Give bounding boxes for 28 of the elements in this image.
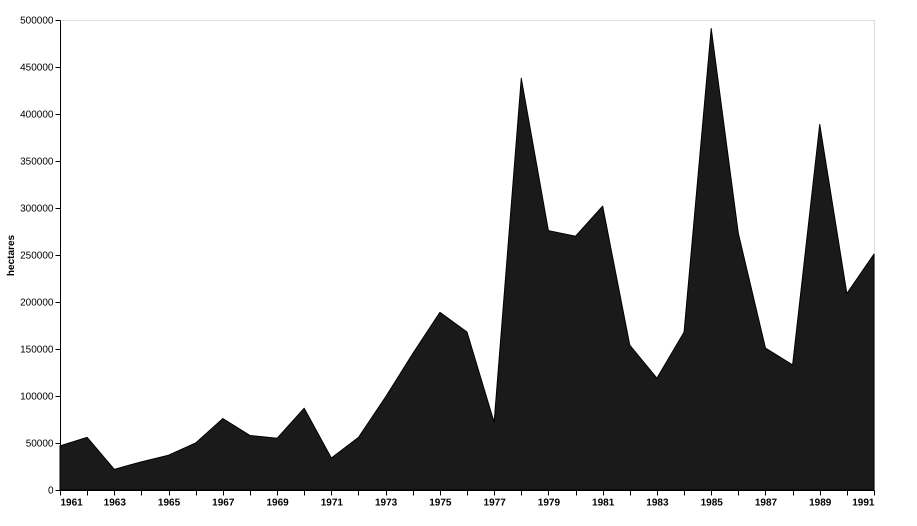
x-tick-label: 1961 — [60, 498, 84, 508]
x-tick-label: 1981 — [592, 498, 615, 508]
y-tick-label: 450000 — [20, 62, 54, 74]
y-tick-label: 350000 — [20, 156, 54, 168]
y-tick-label: 400000 — [20, 110, 54, 120]
y-tick-label: 500000 — [20, 16, 54, 26]
x-tick-label: 1975 — [429, 498, 452, 508]
y-tick-label: 150000 — [20, 344, 54, 356]
y-tick-label: 100000 — [20, 392, 54, 402]
x-tick-label: 1987 — [754, 498, 778, 508]
x-tick-label: 1985 — [700, 498, 724, 508]
y-axis-title: hectares — [6, 234, 18, 276]
x-tick-label: 1973 — [374, 498, 398, 508]
x-tick-label: 1963 — [104, 498, 126, 508]
x-tick-label: 1989 — [809, 498, 832, 508]
x-tick-label: 1983 — [646, 498, 669, 508]
y-tick-label: 250000 — [20, 250, 54, 262]
y-tick-label: 300000 — [20, 204, 54, 214]
y-tick-label: 50000 — [26, 438, 54, 450]
x-tick-label: 1979 — [538, 498, 560, 508]
x-tick-label: 1969 — [266, 498, 290, 508]
x-tick-label: 1967 — [212, 498, 235, 508]
x-tick-label: 1971 — [320, 498, 344, 508]
x-tick-label: 1977 — [484, 498, 506, 508]
y-tick-label: 0 — [48, 486, 54, 496]
x-tick-label: 1991 — [852, 498, 875, 508]
x-tick-label: 1965 — [158, 498, 181, 508]
y-tick-label: 200000 — [20, 298, 54, 308]
